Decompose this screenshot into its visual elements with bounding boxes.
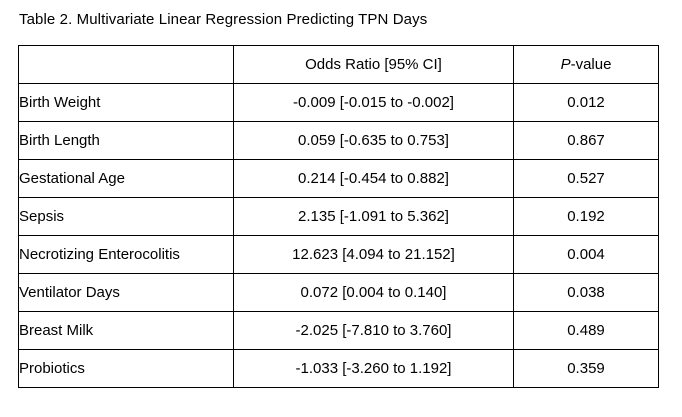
odds-ratio-cell: -2.025 [-7.810 to 3.760] [233,311,514,350]
odds-ratio-cell: 12.623 [4.094 to 21.152] [233,235,514,274]
odds-ratio-cell: -0.009 [-0.015 to -0.002] [233,83,514,122]
variable-cell: Birth Weight [18,83,234,122]
header-odds-ratio: Odds Ratio [95% CI] [233,45,514,84]
header-p-value: P-value [513,45,659,84]
table-row: Probiotics -1.033 [-3.260 to 1.192] 0.35… [18,349,659,388]
header-variable [18,45,234,84]
p-value-cell: 0.489 [513,311,659,350]
p-value-cell: 0.527 [513,159,659,198]
header-p-rest: -value [570,56,612,73]
regression-table: Odds Ratio [95% CI] P-value Birth Weight… [18,45,659,388]
odds-ratio-cell: 2.135 [-1.091 to 5.362] [233,197,514,236]
variable-cell: Ventilator Days [18,273,234,312]
table-row: Gestational Age 0.214 [-0.454 to 0.882] … [18,159,659,198]
table-row: Breast Milk -2.025 [-7.810 to 3.760] 0.4… [18,311,659,350]
table-row: Birth Length 0.059 [-0.635 to 0.753] 0.8… [18,121,659,160]
table-caption: Table 2. Multivariate Linear Regression … [19,11,428,28]
p-value-cell: 0.867 [513,121,659,160]
variable-cell: Probiotics [18,349,234,388]
p-value-cell: 0.192 [513,197,659,236]
p-value-cell: 0.038 [513,273,659,312]
odds-ratio-cell: 0.072 [0.004 to 0.140] [233,273,514,312]
p-value-cell: 0.012 [513,83,659,122]
table-header-row: Odds Ratio [95% CI] P-value [18,45,659,84]
p-value-cell: 0.004 [513,235,659,274]
odds-ratio-cell: -1.033 [-3.260 to 1.192] [233,349,514,388]
p-value-cell: 0.359 [513,349,659,388]
variable-cell: Breast Milk [18,311,234,350]
table-row: Necrotizing Enterocolitis 12.623 [4.094 … [18,235,659,274]
variable-cell: Sepsis [18,197,234,236]
table-row: Ventilator Days 0.072 [0.004 to 0.140] 0… [18,273,659,312]
table-row: Sepsis 2.135 [-1.091 to 5.362] 0.192 [18,197,659,236]
variable-cell: Birth Length [18,121,234,160]
odds-ratio-cell: 0.214 [-0.454 to 0.882] [233,159,514,198]
table-row: Birth Weight -0.009 [-0.015 to -0.002] 0… [18,83,659,122]
odds-ratio-cell: 0.059 [-0.635 to 0.753] [233,121,514,160]
variable-cell: Necrotizing Enterocolitis [18,235,234,274]
header-p-italic: P [560,56,571,73]
variable-cell: Gestational Age [18,159,234,198]
